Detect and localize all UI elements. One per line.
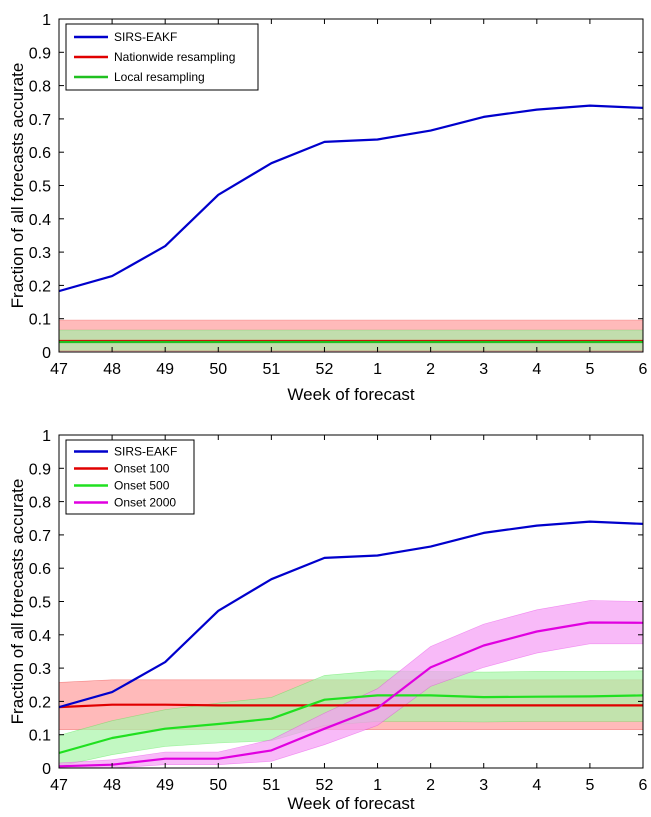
y-tick-label: 0.9 [29, 45, 51, 62]
x-tick-label: 49 [156, 361, 174, 378]
legend-label-1: Onset 100 [114, 462, 170, 476]
x-tick-label: 5 [585, 361, 594, 378]
series-line-1-3 [59, 621, 643, 768]
x-tick-label: 52 [316, 777, 334, 794]
y-tick-label: 0.2 [29, 278, 51, 295]
y-tick-label: 0.6 [29, 561, 51, 578]
legend-label-2: Onset 500 [114, 479, 170, 493]
x-tick-label: 48 [103, 777, 121, 794]
x-tick-label: 6 [639, 777, 648, 794]
y-tick-label: 0.8 [29, 79, 51, 96]
legend-label-2: Local resampling [114, 70, 205, 84]
y-tick-label: 1 [42, 12, 51, 29]
y-tick-label: 0.7 [29, 112, 51, 129]
x-axis-title: Week of forecast [287, 794, 415, 813]
x-tick-label: 1 [373, 777, 382, 794]
y-tick-label: 0.1 [29, 728, 51, 745]
series-line-0-0 [59, 104, 643, 293]
x-tick-label: 50 [209, 777, 227, 794]
y-tick-label: 0.7 [29, 528, 51, 545]
y-tick-label: 0.1 [29, 312, 51, 329]
x-axis-title: Week of forecast [287, 385, 415, 404]
x-tick-label: 48 [103, 361, 121, 378]
x-tick-label: 50 [209, 361, 227, 378]
y-tick-label: 0.9 [29, 461, 51, 478]
series-line-1-1 [59, 703, 643, 709]
x-tick-label: 3 [479, 361, 488, 378]
x-tick-label: 1 [373, 361, 382, 378]
y-axis-title: Fraction of all forecasts accurate [8, 479, 27, 725]
y-tick-label: 0.5 [29, 179, 51, 196]
series-line-1-0 [59, 520, 643, 709]
x-tick-label: 4 [532, 777, 541, 794]
y-tick-label: 0.6 [29, 145, 51, 162]
x-tick-label: 51 [262, 361, 280, 378]
y-axis-title: Fraction of all forecasts accurate [8, 63, 27, 309]
plot-area [59, 104, 643, 352]
x-tick-label: 2 [426, 777, 435, 794]
x-tick-label: 47 [50, 361, 68, 378]
x-tick-label: 51 [262, 777, 280, 794]
plot-area [59, 520, 643, 768]
y-tick-label: 1 [42, 428, 51, 445]
legend-label-0: SIRS-EAKF [114, 30, 177, 44]
x-tick-label: 5 [585, 777, 594, 794]
y-tick-label: 0.4 [29, 628, 51, 645]
y-tick-label: 0.2 [29, 694, 51, 711]
y-tick-label: 0 [42, 761, 51, 778]
y-tick-label: 0.5 [29, 595, 51, 612]
x-tick-label: 2 [426, 361, 435, 378]
x-tick-label: 3 [479, 777, 488, 794]
y-tick-label: 0.4 [29, 212, 51, 229]
y-tick-label: 0 [42, 345, 51, 362]
legend-label-0: SIRS-EAKF [114, 445, 177, 459]
x-tick-label: 47 [50, 777, 68, 794]
y-tick-label: 0.8 [29, 495, 51, 512]
y-tick-label: 0.3 [29, 245, 51, 262]
legend-label-3: Onset 2000 [114, 496, 176, 510]
y-tick-label: 0.3 [29, 661, 51, 678]
x-tick-label: 4 [532, 361, 541, 378]
legend-label-1: Nationwide resampling [114, 50, 235, 64]
x-tick-label: 6 [639, 361, 648, 378]
x-tick-label: 49 [156, 777, 174, 794]
series-line-1-2 [59, 694, 643, 755]
x-tick-label: 52 [316, 361, 334, 378]
